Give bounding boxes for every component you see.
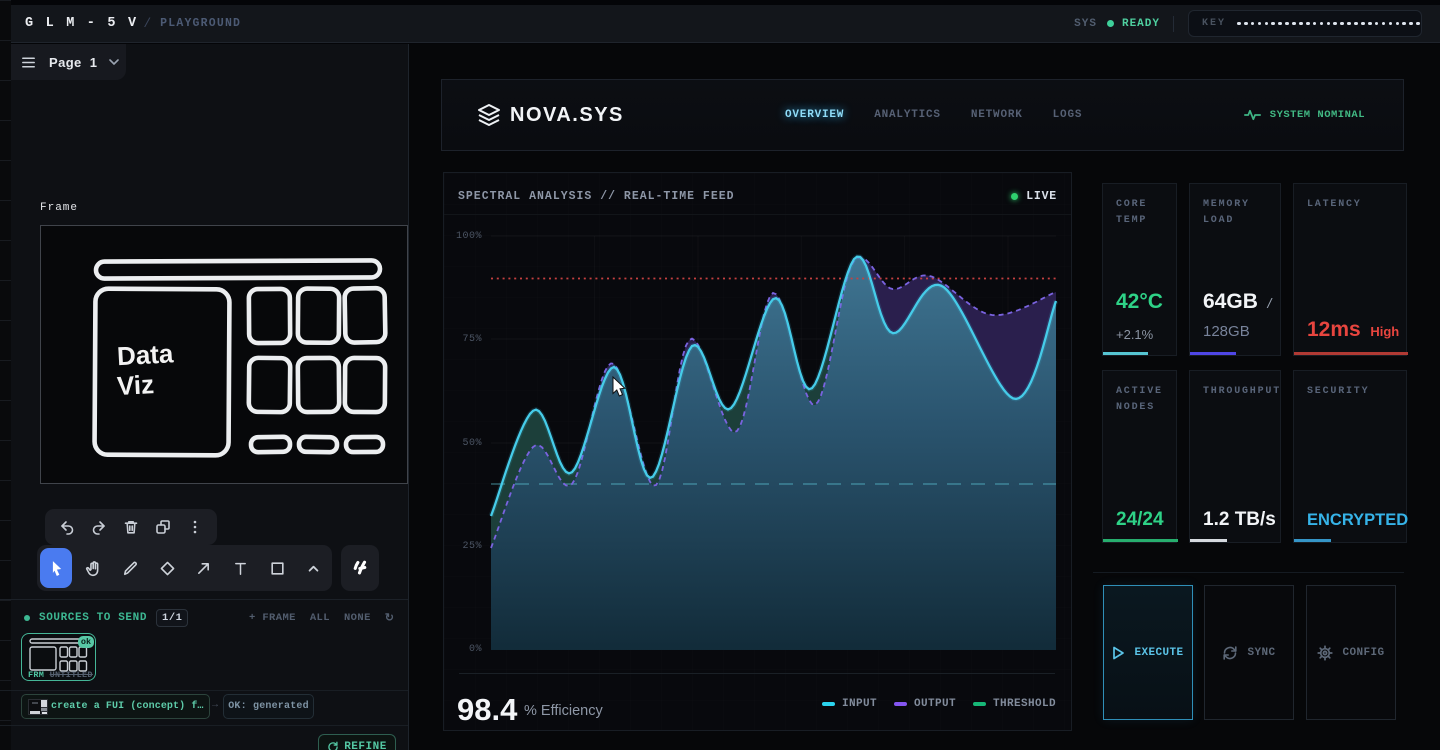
svg-text:Viz: Viz	[116, 369, 155, 401]
svg-text:Data: Data	[116, 338, 174, 371]
